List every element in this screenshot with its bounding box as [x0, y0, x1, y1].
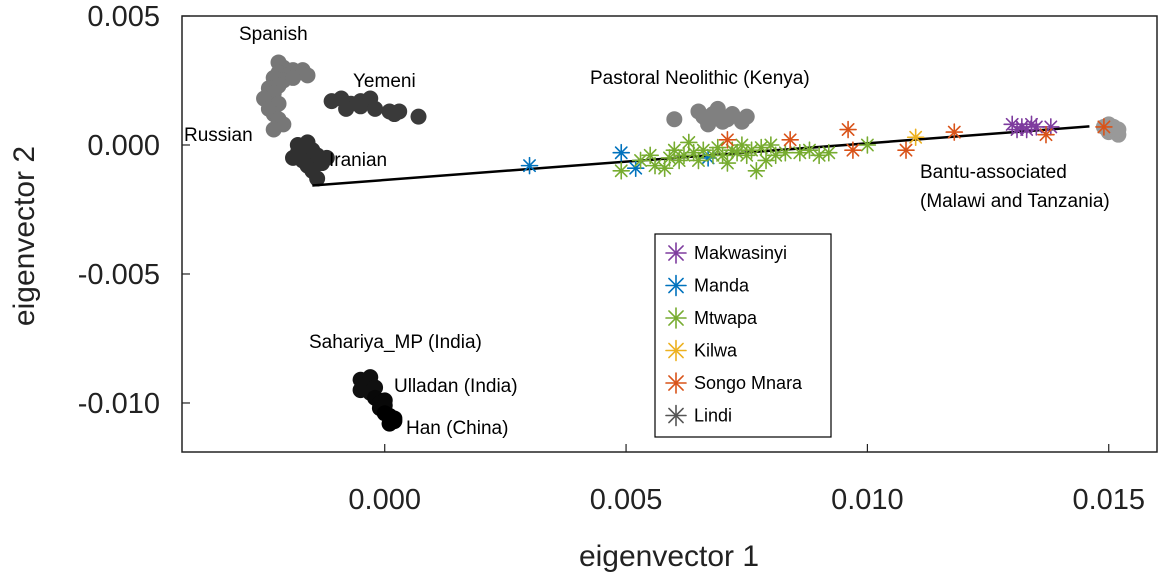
reference-point: [338, 100, 355, 117]
sample-point: [704, 146, 722, 165]
sample-point: [718, 131, 737, 149]
reference-point: [700, 116, 717, 133]
legend-items: Makwasinyi Manda Mtwapa Kilwa Songo Mnara Lin…: [665, 242, 803, 427]
y-tick-label: -0.005: [78, 259, 160, 291]
reference-point: [410, 108, 427, 125]
x-axis-title: eigenvector 1: [579, 540, 759, 573]
label-russian: Russian: [184, 125, 253, 146]
sample-point: [520, 156, 539, 175]
reference-point: [285, 69, 302, 86]
sample-star-points: [520, 115, 1113, 180]
label-iranian: Iranian: [329, 150, 387, 171]
reference-point: [386, 413, 403, 430]
sample-point: [906, 128, 925, 147]
sample-point: [781, 131, 799, 149]
reference-point: [666, 111, 683, 128]
reference-point: [738, 108, 755, 125]
label-han: Han (China): [406, 418, 508, 439]
legend-label: Lindi: [694, 406, 732, 426]
sample-point: [839, 120, 857, 139]
label-sahariya: Sahariya_MP (India): [309, 332, 482, 353]
x-tick-label: 0.015: [1072, 484, 1145, 516]
label-bantu-line1: Bantu-associated: [920, 162, 1067, 183]
population-labels: Spanish Yemeni Russian Iranian Pastoral …: [184, 24, 1110, 439]
sample-point: [897, 141, 915, 159]
reference-point: [391, 103, 408, 120]
sample-point: [626, 159, 645, 178]
sample-point: [819, 143, 838, 162]
legend-marker: [665, 242, 687, 264]
label-spanish: Spanish: [239, 24, 308, 45]
x-tick-label: 0.010: [831, 484, 904, 516]
legend-box: [654, 233, 832, 438]
reference-point: [709, 100, 726, 117]
legend-label: Kilwa: [694, 341, 738, 361]
reference-point: [318, 149, 335, 166]
legend-marker: [665, 404, 687, 427]
reference-point: [352, 98, 369, 115]
legend-label: Makwasinyi: [694, 243, 787, 263]
plot-frame: [181, 15, 1158, 453]
legend-label: Manda: [694, 276, 750, 296]
reference-point: [265, 121, 282, 138]
sample-point: [665, 141, 684, 159]
sample-point: [1095, 118, 1113, 136]
sample-point: [612, 161, 631, 180]
sample-point: [718, 154, 737, 172]
legend-marker: [665, 307, 687, 329]
y-tick-label: -0.010: [78, 388, 160, 420]
label-yemeni: Yemeni: [353, 71, 416, 92]
legend-label: Songo Mnara: [694, 373, 803, 393]
reference-point: [1110, 121, 1127, 138]
legend-marker: [665, 372, 687, 394]
y-tick-label: 0.000: [87, 130, 160, 162]
sample-point: [844, 141, 862, 159]
label-bantu-line2: (Malawi and Tanzania): [920, 191, 1110, 212]
sample-point: [694, 141, 713, 159]
sample-point: [945, 123, 964, 141]
y-axis-title: eigenvector 2: [8, 146, 41, 326]
x-tick-label: 0.000: [348, 484, 421, 516]
sample-point: [858, 136, 877, 154]
reference-point: [285, 149, 302, 166]
sample-point: [791, 143, 809, 162]
x-tick-label: 0.005: [590, 484, 663, 516]
sample-point: [747, 161, 766, 180]
sample-point: [776, 143, 795, 162]
sample-point: [1013, 118, 1031, 136]
sample-point: [1027, 118, 1046, 136]
legend-label: Mtwapa: [694, 308, 758, 328]
reference-point: [299, 67, 316, 84]
sample-point: [612, 143, 631, 162]
legend: Makwasinyi Manda Mtwapa Kilwa Songo Mnara Lin…: [654, 233, 832, 438]
sample-point: [1037, 125, 1055, 144]
reference-point: [309, 170, 326, 187]
legend-marker: [665, 274, 687, 297]
label-pastoral-neolithic: Pastoral Neolithic (Kenya): [590, 68, 810, 89]
reference-point: [367, 100, 384, 117]
legend-marker: [665, 339, 687, 362]
y-tick-label: 0.005: [87, 1, 160, 33]
reference-population-points: [256, 54, 1127, 432]
label-ulladan: Ulladan (India): [394, 376, 518, 397]
axis-ticks: 0.000 0.005 0.010 0.015 0.005 0.000 -0.005 -0.0…: [78, 1, 1145, 516]
regression-line: [312, 125, 1090, 187]
